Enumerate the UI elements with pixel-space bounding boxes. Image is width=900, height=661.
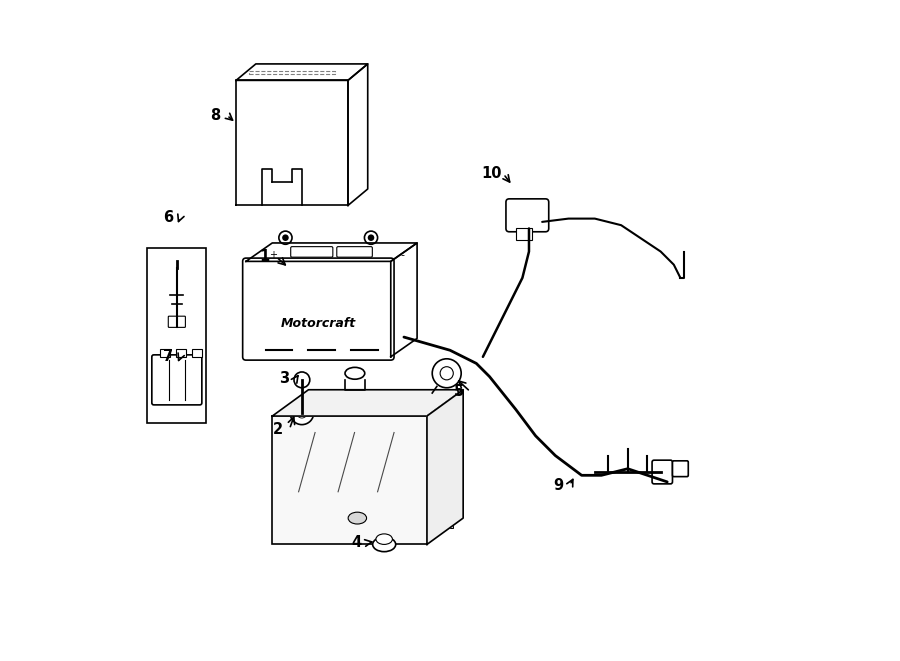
Bar <box>273 416 427 545</box>
Circle shape <box>294 372 310 388</box>
Ellipse shape <box>348 512 366 524</box>
Circle shape <box>364 231 378 245</box>
FancyBboxPatch shape <box>337 247 373 257</box>
Circle shape <box>432 359 461 388</box>
Polygon shape <box>273 390 464 416</box>
Text: Motorcraft: Motorcraft <box>281 317 356 330</box>
FancyBboxPatch shape <box>506 199 549 232</box>
Bar <box>192 349 202 357</box>
Bar <box>434 441 454 453</box>
Bar <box>434 466 454 478</box>
FancyBboxPatch shape <box>168 316 185 327</box>
FancyBboxPatch shape <box>291 247 333 257</box>
Text: 7: 7 <box>163 349 174 364</box>
Text: 9: 9 <box>553 478 563 492</box>
Bar <box>160 349 170 357</box>
Ellipse shape <box>376 534 392 545</box>
FancyBboxPatch shape <box>652 460 672 484</box>
Bar <box>434 516 454 528</box>
FancyBboxPatch shape <box>152 355 202 405</box>
Text: -: - <box>400 250 405 260</box>
Circle shape <box>368 235 374 241</box>
Text: +: + <box>269 250 277 260</box>
Text: 6: 6 <box>163 210 174 225</box>
Ellipse shape <box>345 368 364 379</box>
Text: 8: 8 <box>210 108 220 123</box>
Bar <box>148 249 206 422</box>
Circle shape <box>283 235 289 241</box>
Bar <box>176 349 186 357</box>
Text: 3: 3 <box>279 371 289 386</box>
Circle shape <box>297 408 307 418</box>
Text: 1: 1 <box>259 249 269 264</box>
FancyBboxPatch shape <box>672 461 688 477</box>
Bar <box>434 491 454 503</box>
Ellipse shape <box>373 537 396 552</box>
Text: 5: 5 <box>454 384 464 399</box>
Text: 2: 2 <box>273 422 283 437</box>
Text: 4: 4 <box>352 535 362 550</box>
Bar <box>516 229 532 241</box>
Circle shape <box>279 231 292 245</box>
Circle shape <box>440 367 454 380</box>
Circle shape <box>290 401 314 424</box>
Polygon shape <box>427 390 464 545</box>
Text: 10: 10 <box>482 167 501 181</box>
